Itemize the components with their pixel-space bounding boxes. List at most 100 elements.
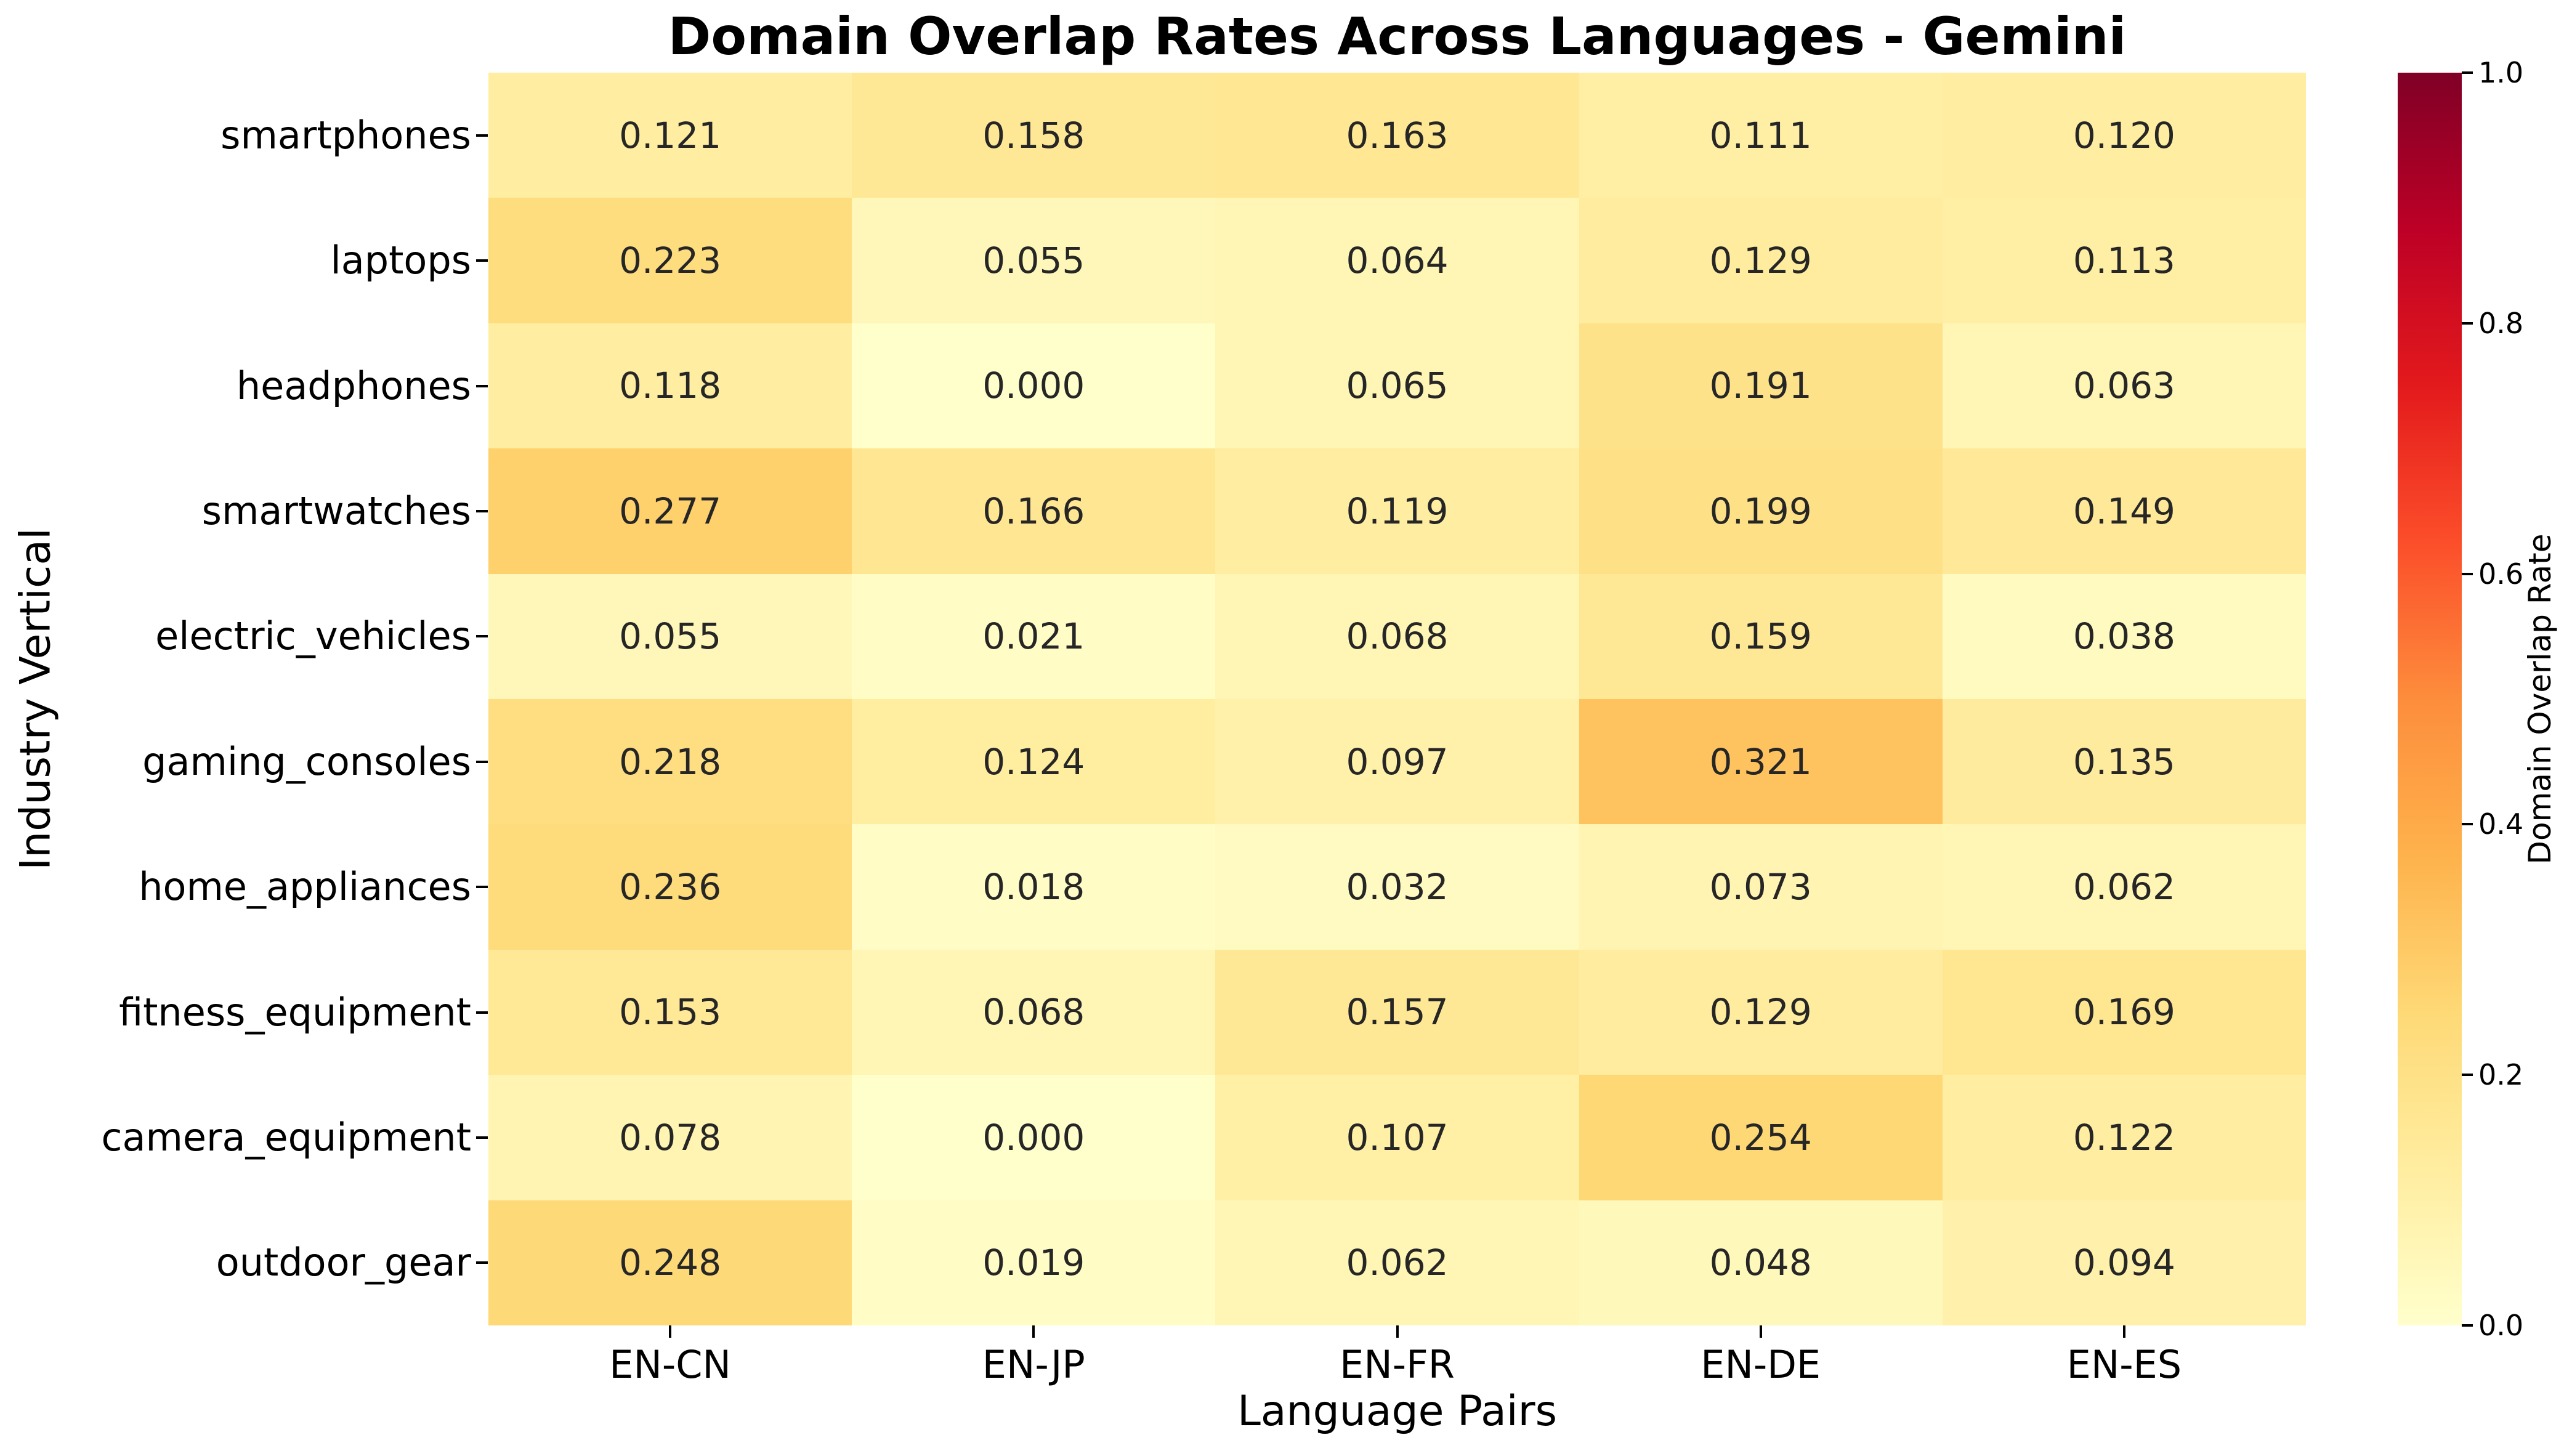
heatmap-cell-home_appliances-EN-FR: 0.032 (1215, 824, 1579, 950)
heatmap-cell-laptops-EN-ES: 0.113 (1942, 198, 2306, 323)
cell-value: 0.062 (1346, 1242, 1449, 1284)
y-tick-label-home_appliances: home_appliances (139, 864, 471, 910)
heatmap-cell-smartwatches-EN-CN: 0.277 (488, 448, 852, 574)
cell-value: 0.119 (1346, 490, 1449, 532)
cell-value: 0.097 (1346, 740, 1449, 783)
cell-value: 0.321 (1709, 740, 1812, 783)
heatmap-cell-laptops-EN-JP: 0.055 (852, 198, 1216, 323)
cell-value: 0.065 (1346, 365, 1449, 407)
cell-value: 0.113 (2073, 240, 2175, 282)
cell-value: 0.121 (619, 114, 722, 156)
cell-value: 0.166 (982, 490, 1085, 532)
y-tick-mark (476, 635, 488, 638)
cell-value: 0.000 (982, 1116, 1085, 1159)
cell-value: 0.163 (1346, 114, 1449, 156)
cell-value: 0.094 (2073, 1242, 2175, 1284)
colorbar-tick-label-1.0: 1.0 (2478, 56, 2524, 89)
heatmap-cell-gaming_consoles-EN-ES: 0.135 (1942, 698, 2306, 825)
heatmap-cell-outdoor_gear-EN-FR: 0.062 (1215, 1200, 1579, 1325)
cell-value: 0.000 (982, 365, 1085, 407)
cell-value: 0.021 (982, 615, 1085, 658)
heatmap-cell-smartphones-EN-ES: 0.120 (1942, 73, 2306, 198)
y-tick-label-outdoor_gear: outdoor_gear (216, 1240, 471, 1285)
y-tick-mark (476, 384, 488, 387)
colorbar-tick-label-0.0: 0.0 (2478, 1309, 2524, 1342)
cell-value: 0.055 (619, 615, 722, 658)
cell-value: 0.032 (1346, 866, 1449, 908)
x-tick-mark (1032, 1325, 1035, 1338)
heatmap-cell-home_appliances-EN-DE: 0.073 (1579, 824, 1943, 950)
colorbar-tick-mark (2462, 71, 2473, 74)
heatmap-cell-smartphones-EN-CN: 0.121 (488, 73, 852, 198)
y-tick-mark (476, 134, 488, 137)
heatmap-cell-smartwatches-EN-JP: 0.166 (852, 448, 1216, 574)
heatmap-cell-electric_vehicles-EN-CN: 0.055 (488, 573, 852, 699)
cell-value: 0.063 (2073, 365, 2175, 407)
heatmap-cell-fitness_equipment-EN-ES: 0.169 (1942, 949, 2306, 1075)
cell-value: 0.149 (2073, 490, 2175, 532)
cell-value: 0.078 (619, 1116, 722, 1159)
colorbar-tick-label-0.2: 0.2 (2478, 1058, 2524, 1092)
heatmap-cell-camera_equipment-EN-DE: 0.254 (1579, 1075, 1943, 1200)
y-tick-mark (476, 259, 488, 262)
heatmap-cell-fitness_equipment-EN-FR: 0.157 (1215, 949, 1579, 1075)
cell-value: 0.107 (1346, 1116, 1449, 1159)
cell-value: 0.223 (619, 240, 722, 282)
heatmap-cell-outdoor_gear-EN-DE: 0.048 (1579, 1200, 1943, 1325)
chart-title: Domain Overlap Rates Across Languages - … (668, 6, 2127, 67)
heatmap-cell-fitness_equipment-EN-CN: 0.153 (488, 949, 852, 1075)
cell-value: 0.055 (982, 240, 1085, 282)
colorbar-tick-label-0.8: 0.8 (2478, 306, 2524, 340)
x-tick-label-EN-CN: EN-CN (609, 1342, 731, 1387)
cell-value: 0.124 (982, 740, 1085, 783)
cell-value: 0.111 (1709, 114, 1812, 156)
heatmap-cell-camera_equipment-EN-CN: 0.078 (488, 1075, 852, 1200)
heatmap-cell-headphones-EN-FR: 0.065 (1215, 323, 1579, 449)
cell-value: 0.129 (1709, 991, 1812, 1033)
heatmap-cell-camera_equipment-EN-JP: 0.000 (852, 1075, 1216, 1200)
cell-value: 0.038 (2073, 615, 2175, 658)
heatmap-cell-smartphones-EN-FR: 0.163 (1215, 73, 1579, 198)
colorbar-tick-mark (2462, 1324, 2473, 1327)
y-tick-label-fitness_equipment: fitness_equipment (119, 989, 471, 1035)
cell-value: 0.062 (2073, 866, 2175, 908)
x-axis-label: Language Pairs (1237, 1387, 1558, 1436)
y-tick-label-camera_equipment: camera_equipment (101, 1114, 471, 1160)
cell-value: 0.169 (2073, 991, 2175, 1033)
heatmap-cell-gaming_consoles-EN-DE: 0.321 (1579, 698, 1943, 825)
y-tick-mark (476, 1261, 488, 1264)
heatmap-cell-electric_vehicles-EN-FR: 0.068 (1215, 573, 1579, 699)
heatmap-cell-headphones-EN-CN: 0.118 (488, 323, 852, 449)
heatmap-cell-home_appliances-EN-JP: 0.018 (852, 824, 1216, 950)
heatmap-cell-home_appliances-EN-ES: 0.062 (1942, 824, 2306, 950)
heatmap-cell-headphones-EN-JP: 0.000 (852, 323, 1216, 449)
cell-value: 0.068 (982, 991, 1085, 1033)
y-tick-mark (476, 509, 488, 512)
cell-value: 0.236 (619, 866, 722, 908)
heatmap-cell-laptops-EN-CN: 0.223 (488, 198, 852, 323)
heatmap-cell-gaming_consoles-EN-FR: 0.097 (1215, 698, 1579, 825)
x-tick-mark (1396, 1325, 1399, 1338)
x-tick-mark (669, 1325, 672, 1338)
cell-value: 0.064 (1346, 240, 1449, 282)
heatmap-cell-electric_vehicles-EN-DE: 0.159 (1579, 573, 1943, 699)
cell-value: 0.129 (1709, 240, 1812, 282)
cell-value: 0.248 (619, 1242, 722, 1284)
heatmap-cell-smartwatches-EN-FR: 0.119 (1215, 448, 1579, 574)
heatmap-cell-outdoor_gear-EN-ES: 0.094 (1942, 1200, 2306, 1325)
colorbar-tick-mark (2462, 322, 2473, 325)
heatmap-cell-smartwatches-EN-ES: 0.149 (1942, 448, 2306, 574)
y-tick-label-gaming_consoles: gaming_consoles (142, 738, 471, 784)
y-tick-label-smartwatches: smartwatches (201, 488, 471, 533)
colorbar-tick-label-0.6: 0.6 (2478, 557, 2524, 591)
colorbar-tick-label-0.4: 0.4 (2478, 807, 2524, 841)
x-tick-label-EN-ES: EN-ES (2066, 1342, 2182, 1387)
cell-value: 0.120 (2073, 114, 2175, 156)
y-tick-mark (476, 1136, 488, 1139)
y-axis-label: Industry Vertical (11, 528, 60, 870)
cell-value: 0.277 (619, 490, 722, 532)
cell-value: 0.068 (1346, 615, 1449, 658)
y-tick-label-smartphones: smartphones (220, 112, 471, 158)
heatmap-cell-electric_vehicles-EN-ES: 0.038 (1942, 573, 2306, 699)
